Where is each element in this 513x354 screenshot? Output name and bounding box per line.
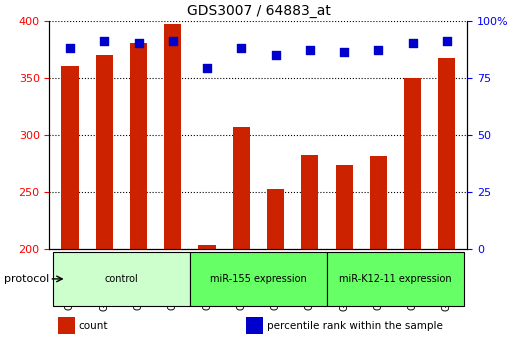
Text: miR-155 expression: miR-155 expression bbox=[210, 274, 307, 284]
Point bbox=[203, 65, 211, 71]
Point bbox=[134, 41, 143, 46]
Point bbox=[340, 50, 348, 55]
Text: miR-K12-11 expression: miR-K12-11 expression bbox=[339, 274, 452, 284]
Bar bbox=[336, 165, 353, 249]
Bar bbox=[267, 189, 284, 249]
Text: protocol: protocol bbox=[4, 274, 49, 284]
Point bbox=[306, 47, 314, 53]
Point bbox=[169, 38, 177, 44]
Text: control: control bbox=[105, 274, 139, 284]
Bar bbox=[199, 245, 215, 249]
Point bbox=[100, 38, 108, 44]
Bar bbox=[62, 66, 78, 249]
Title: GDS3007 / 64883_at: GDS3007 / 64883_at bbox=[187, 4, 330, 18]
Point bbox=[374, 47, 383, 53]
FancyBboxPatch shape bbox=[327, 252, 464, 306]
Bar bbox=[404, 78, 421, 249]
Bar bbox=[246, 318, 263, 333]
FancyBboxPatch shape bbox=[190, 252, 327, 306]
Point bbox=[443, 38, 451, 44]
Point bbox=[408, 41, 417, 46]
Bar bbox=[438, 58, 456, 249]
Text: count: count bbox=[78, 320, 108, 331]
Bar bbox=[130, 44, 147, 249]
Point bbox=[66, 45, 74, 51]
Point bbox=[237, 45, 245, 51]
Point bbox=[271, 52, 280, 58]
Text: percentile rank within the sample: percentile rank within the sample bbox=[267, 320, 443, 331]
Bar bbox=[58, 318, 74, 333]
FancyBboxPatch shape bbox=[53, 252, 190, 306]
Bar bbox=[96, 55, 113, 249]
Bar bbox=[233, 127, 250, 249]
Bar bbox=[301, 155, 319, 249]
Bar bbox=[370, 156, 387, 249]
Bar bbox=[164, 24, 182, 249]
